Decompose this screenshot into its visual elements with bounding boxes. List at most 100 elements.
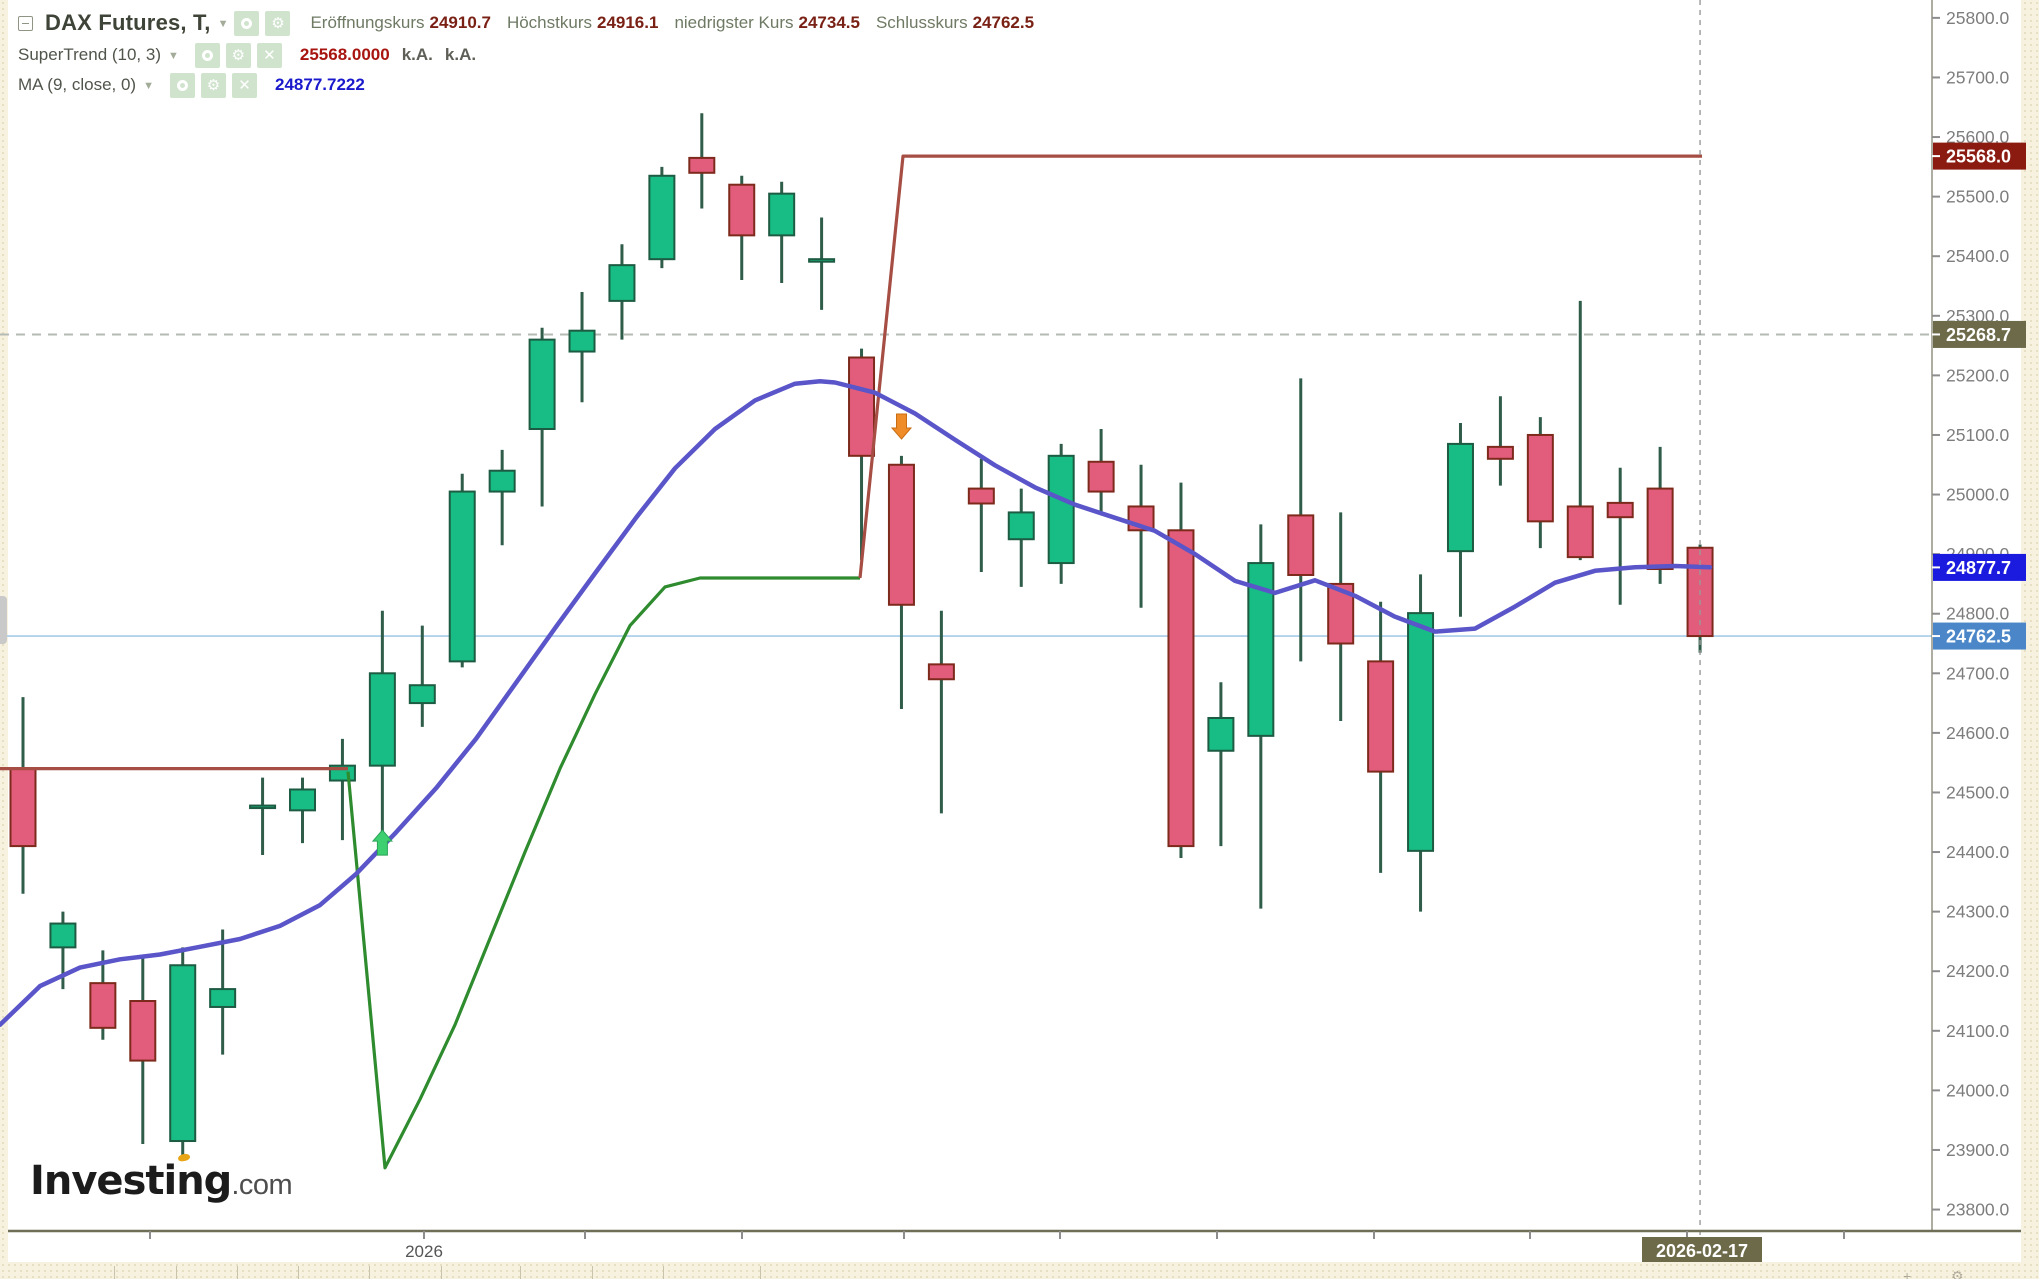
candle-body[interactable] bbox=[1047, 454, 1075, 565]
candle[interactable] bbox=[1287, 378, 1315, 662]
candle[interactable] bbox=[289, 777, 317, 844]
candle[interactable] bbox=[488, 449, 516, 546]
candle[interactable] bbox=[448, 473, 476, 668]
candle[interactable] bbox=[887, 455, 915, 710]
candle[interactable] bbox=[927, 610, 955, 814]
candle-body[interactable] bbox=[1287, 514, 1315, 576]
candle[interactable] bbox=[728, 175, 756, 281]
price-axis[interactable]: 25800.0 25700.0 25600.0 25500.0 25400.0 25300… bbox=[1932, 8, 2010, 1220]
candle[interactable] bbox=[89, 950, 117, 1040]
candle-body[interactable] bbox=[688, 156, 716, 174]
candle-body[interactable] bbox=[1566, 505, 1594, 559]
candle-body[interactable] bbox=[848, 356, 876, 457]
symbol-title[interactable]: DAX Futures, T, bbox=[45, 10, 211, 35]
candle-body[interactable] bbox=[927, 663, 955, 681]
candle[interactable] bbox=[528, 327, 556, 507]
candle[interactable] bbox=[249, 777, 277, 856]
candle[interactable] bbox=[568, 291, 596, 403]
candle[interactable] bbox=[1247, 524, 1275, 909]
candle-body[interactable] bbox=[1646, 487, 1674, 571]
candle-body[interactable] bbox=[1367, 660, 1395, 773]
gear-icon[interactable]: ⚙ bbox=[225, 42, 251, 68]
candle[interactable] bbox=[1566, 300, 1594, 561]
candle[interactable] bbox=[848, 348, 876, 561]
candle-body[interactable] bbox=[1007, 511, 1035, 541]
candle-body[interactable] bbox=[728, 183, 756, 237]
candle-body[interactable] bbox=[249, 804, 277, 810]
candle-body[interactable] bbox=[209, 988, 237, 1008]
candle[interactable] bbox=[1606, 467, 1634, 605]
close-icon[interactable]: ✕ bbox=[232, 72, 257, 98]
candle[interactable] bbox=[1646, 446, 1674, 584]
candle-body[interactable] bbox=[488, 469, 516, 493]
candle[interactable] bbox=[688, 113, 716, 209]
candle[interactable] bbox=[368, 610, 396, 841]
candle[interactable] bbox=[1087, 429, 1115, 513]
candle-body[interactable] bbox=[408, 684, 436, 705]
candle-body[interactable] bbox=[808, 258, 836, 263]
candle-body[interactable] bbox=[648, 174, 676, 261]
candle[interactable] bbox=[1526, 417, 1554, 549]
close-icon[interactable]: ✕ bbox=[256, 42, 282, 68]
candle-body[interactable] bbox=[608, 264, 636, 302]
left-drag-handle[interactable] bbox=[0, 596, 7, 644]
collapse-icon[interactable] bbox=[18, 15, 33, 31]
indicator-title[interactable]: SuperTrend (10, 3) bbox=[18, 45, 161, 64]
chevron-down-icon[interactable]: ▼ bbox=[143, 80, 154, 92]
candle[interactable] bbox=[1367, 601, 1395, 873]
candle-body[interactable] bbox=[49, 922, 77, 949]
candle-body[interactable] bbox=[1407, 612, 1435, 852]
visibility-icon[interactable] bbox=[170, 72, 195, 98]
candle-body[interactable] bbox=[1087, 460, 1115, 493]
candle[interactable] bbox=[1127, 464, 1155, 608]
candle[interactable] bbox=[608, 244, 636, 340]
candle[interactable] bbox=[1167, 482, 1195, 859]
candle[interactable] bbox=[967, 458, 995, 573]
candle[interactable] bbox=[768, 181, 796, 284]
gear-icon[interactable]: ⚙ bbox=[1951, 1268, 1964, 1279]
candle-body[interactable] bbox=[1486, 445, 1514, 460]
candle[interactable] bbox=[1047, 443, 1075, 584]
candle[interactable] bbox=[1407, 574, 1435, 912]
candle-body[interactable] bbox=[1207, 716, 1235, 752]
candle[interactable] bbox=[9, 697, 37, 894]
candle[interactable] bbox=[49, 911, 77, 990]
candle[interactable] bbox=[808, 217, 836, 310]
candle[interactable] bbox=[408, 625, 436, 727]
candle-body[interactable] bbox=[1606, 501, 1634, 519]
candle-body[interactable] bbox=[289, 788, 317, 812]
candle[interactable] bbox=[1486, 396, 1514, 486]
candle-body[interactable] bbox=[129, 1000, 157, 1062]
add-icon[interactable]: + bbox=[1903, 1268, 1912, 1279]
candle-body[interactable] bbox=[1167, 529, 1195, 848]
candle-body[interactable] bbox=[169, 964, 197, 1143]
candle-body[interactable] bbox=[528, 338, 556, 431]
candle[interactable] bbox=[1007, 488, 1035, 587]
candle-body[interactable] bbox=[368, 672, 396, 767]
chevron-down-icon[interactable]: ▼ bbox=[217, 18, 229, 30]
gear-icon[interactable]: ⚙ bbox=[265, 10, 291, 36]
visibility-icon[interactable] bbox=[194, 42, 220, 68]
candle[interactable] bbox=[648, 166, 676, 269]
visibility-icon[interactable] bbox=[234, 10, 260, 36]
candle-body[interactable] bbox=[448, 490, 476, 663]
bottom-toolbar-clipped[interactable]: + ⚙ bbox=[0, 1262, 2039, 1279]
candle-body[interactable] bbox=[967, 487, 995, 505]
candle-body[interactable] bbox=[9, 767, 37, 848]
indicator-title[interactable]: MA (9, close, 0) bbox=[18, 75, 137, 94]
chart-widget[interactable] bbox=[8, 0, 2021, 1262]
candle-body[interactable] bbox=[768, 192, 796, 237]
candle[interactable] bbox=[1207, 682, 1235, 847]
chevron-down-icon[interactable]: ▼ bbox=[168, 50, 179, 62]
candle[interactable] bbox=[129, 956, 157, 1145]
candle[interactable] bbox=[1327, 512, 1355, 721]
candle-body[interactable] bbox=[568, 329, 596, 353]
candle[interactable] bbox=[209, 929, 237, 1055]
candle-body[interactable] bbox=[89, 982, 117, 1029]
candle[interactable] bbox=[169, 947, 197, 1159]
candle[interactable] bbox=[1446, 423, 1474, 617]
time-axis[interactable]: 2026 bbox=[149, 1231, 1845, 1261]
candle-body[interactable] bbox=[1526, 433, 1554, 523]
candle-body[interactable] bbox=[1446, 442, 1474, 553]
